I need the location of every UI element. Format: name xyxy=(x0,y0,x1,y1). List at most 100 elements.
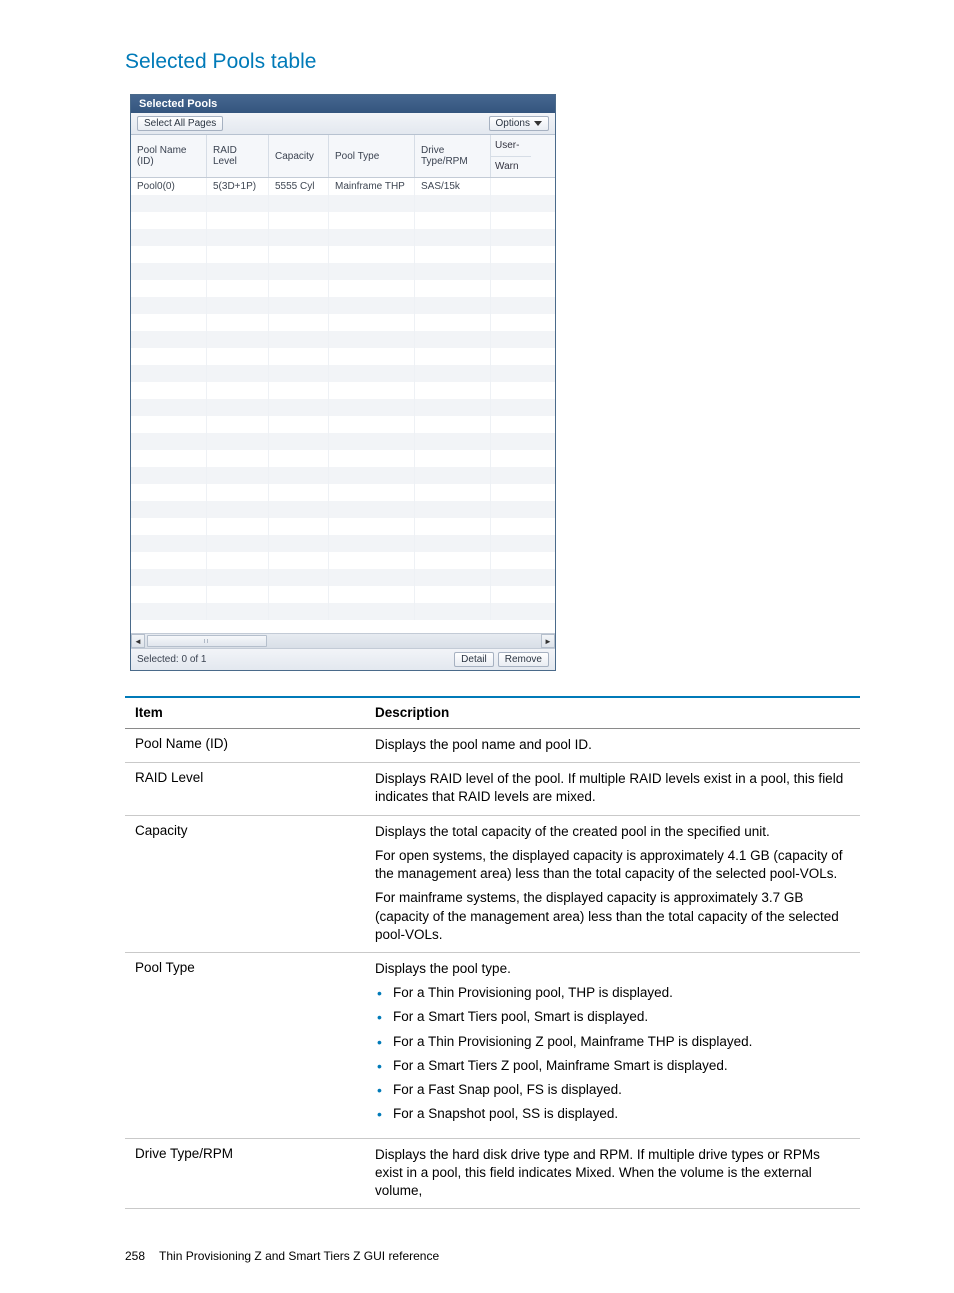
table-cell xyxy=(491,484,531,501)
table-cell xyxy=(329,365,415,382)
table-cell xyxy=(269,433,329,450)
table-cell xyxy=(329,331,415,348)
scroll-thumb[interactable] xyxy=(147,635,267,647)
table-cell xyxy=(491,569,531,586)
table-cell xyxy=(269,569,329,586)
table-cell xyxy=(491,467,531,484)
table-row xyxy=(131,229,555,246)
table-cell xyxy=(415,450,491,467)
table-cell xyxy=(491,195,531,212)
table-cell xyxy=(131,212,207,229)
chevron-down-icon xyxy=(534,121,542,126)
col-pool-type[interactable]: Pool Type xyxy=(329,135,415,177)
table-cell xyxy=(269,195,329,212)
table-cell xyxy=(207,212,269,229)
table-cell xyxy=(207,518,269,535)
table-cell xyxy=(491,518,531,535)
col-drive-type[interactable]: Drive Type/RPM xyxy=(415,135,491,177)
table-cell xyxy=(207,348,269,365)
select-all-pages-button[interactable]: Select All Pages xyxy=(137,116,223,131)
table-cell xyxy=(131,535,207,552)
table-cell xyxy=(415,382,491,399)
desc-paragraph: Displays RAID level of the pool. If mult… xyxy=(375,770,850,806)
scroll-left-button[interactable]: ◄ xyxy=(131,634,145,648)
options-button[interactable]: Options xyxy=(489,116,549,131)
table-cell xyxy=(131,399,207,416)
desc-text: Displays the total capacity of the creat… xyxy=(365,815,860,952)
horizontal-scrollbar[interactable]: ◄ ► xyxy=(131,633,555,648)
table-cell xyxy=(131,382,207,399)
table-cell xyxy=(329,433,415,450)
table-cell: Mainframe THP xyxy=(329,178,415,195)
table-cell xyxy=(207,365,269,382)
col-capacity[interactable]: Capacity xyxy=(269,135,329,177)
table-cell xyxy=(131,467,207,484)
table-cell xyxy=(491,229,531,246)
table-cell xyxy=(491,501,531,518)
desc-text: Displays the pool name and pool ID. xyxy=(365,729,860,763)
table-cell xyxy=(207,552,269,569)
table-cell xyxy=(269,348,329,365)
table-cell xyxy=(491,399,531,416)
table-cell xyxy=(491,246,531,263)
table-cell xyxy=(269,467,329,484)
table-cell xyxy=(131,246,207,263)
table-cell xyxy=(207,433,269,450)
table-row xyxy=(131,518,555,535)
table-cell xyxy=(131,501,207,518)
table-cell xyxy=(207,484,269,501)
table-row xyxy=(131,280,555,297)
detail-button[interactable]: Detail xyxy=(454,652,494,667)
scroll-right-button[interactable]: ► xyxy=(541,634,555,648)
table-cell xyxy=(415,535,491,552)
table-cell xyxy=(207,246,269,263)
desc-header-item: Item xyxy=(125,697,365,729)
table-cell xyxy=(207,297,269,314)
desc-paragraph: Displays the hard disk drive type and RP… xyxy=(375,1146,850,1201)
panel-titlebar: Selected Pools xyxy=(131,95,555,113)
table-cell xyxy=(329,484,415,501)
table-cell xyxy=(415,399,491,416)
col-raid-level[interactable]: RAID Level xyxy=(207,135,269,177)
table-row xyxy=(131,263,555,280)
col-pool-name[interactable]: Pool Name (ID) xyxy=(131,135,207,177)
desc-item: Pool Type xyxy=(125,952,365,1138)
table-cell: Pool0(0) xyxy=(131,178,207,195)
table-row xyxy=(131,603,555,620)
table-cell xyxy=(329,450,415,467)
table-cell xyxy=(329,467,415,484)
desc-paragraph: Displays the pool name and pool ID. xyxy=(375,736,850,754)
table-row xyxy=(131,433,555,450)
table-cell xyxy=(329,314,415,331)
desc-bullet: For a Smart Tiers pool, Smart is display… xyxy=(393,1008,850,1026)
table-cell xyxy=(415,501,491,518)
desc-bullet: For a Smart Tiers Z pool, Mainframe Smar… xyxy=(393,1057,850,1075)
desc-item: Pool Name (ID) xyxy=(125,729,365,763)
table-row xyxy=(131,399,555,416)
table-cell xyxy=(329,603,415,620)
desc-bullet: For a Thin Provisioning pool, THP is dis… xyxy=(393,984,850,1002)
table-cell xyxy=(329,246,415,263)
table-cell xyxy=(329,297,415,314)
table-cell xyxy=(491,450,531,467)
remove-button[interactable]: Remove xyxy=(498,652,549,667)
table-cell xyxy=(415,212,491,229)
table-cell xyxy=(131,433,207,450)
table-row xyxy=(131,501,555,518)
page-footer: 258Thin Provisioning Z and Smart Tiers Z… xyxy=(125,1249,859,1263)
table-cell xyxy=(269,484,329,501)
table-cell xyxy=(329,569,415,586)
table-cell xyxy=(415,484,491,501)
table-cell xyxy=(415,518,491,535)
table-cell xyxy=(415,229,491,246)
table-cell xyxy=(329,229,415,246)
table-cell xyxy=(207,195,269,212)
desc-item: Capacity xyxy=(125,815,365,952)
table-cell xyxy=(491,433,531,450)
desc-header-description: Description xyxy=(365,697,860,729)
table-row[interactable]: Pool0(0)5(3D+1P)5555 CylMainframe THPSAS… xyxy=(131,178,555,195)
table-cell xyxy=(131,229,207,246)
table-cell xyxy=(207,603,269,620)
col-user-warn[interactable]: User- Warn xyxy=(491,135,531,177)
table-cell xyxy=(269,399,329,416)
